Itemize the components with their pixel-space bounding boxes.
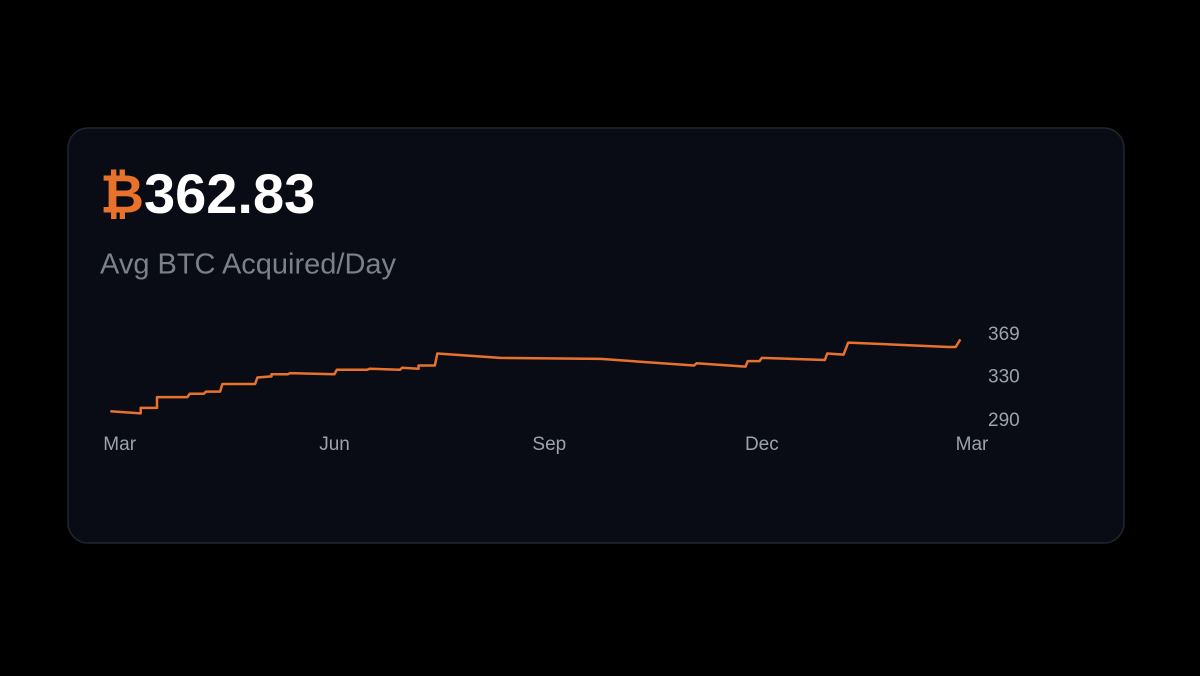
x-tick-label: Sep: [532, 434, 566, 455]
x-tick-label: Jun: [319, 434, 350, 455]
x-tick-label: Dec: [745, 434, 779, 455]
y-tick-label: 369: [988, 324, 1020, 345]
card: [67, 127, 1125, 544]
y-tick-label: 290: [988, 410, 1020, 431]
data-line: [110, 338, 962, 415]
x-tick-label: Mar: [103, 434, 136, 455]
x-tick-label: Mar: [956, 434, 989, 455]
y-tick-label: 330: [988, 366, 1020, 387]
headline-value: 362.83: [144, 162, 315, 225]
currency-symbol: ₿: [100, 164, 144, 224]
headline-label: Avg BTC Acquired/Day: [100, 249, 397, 281]
